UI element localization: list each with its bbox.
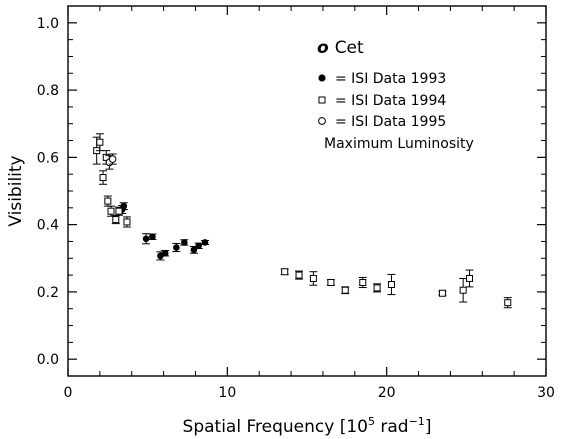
data-point-open-square [107,207,115,215]
data-point-open-square [373,284,381,292]
legend-marker-open-square [318,96,326,104]
series-2 [105,153,117,170]
x-axis-title: Spatial Frequency [105 rad−1] [183,415,432,437]
data-point-open-square [104,197,112,205]
y-tick-label: 0.6 [37,150,59,166]
x-axis-title-sup2: −1 [409,415,425,428]
legend-title-name: Cet [335,38,364,58]
x-tick-label: 30 [537,385,555,401]
y-tick-label: 0.2 [37,285,59,301]
data-point-open-square [295,271,303,279]
data-point-open-square [123,218,131,226]
data-point-open-square [309,274,317,282]
legend-entry-1994: = ISI Data 1994 [318,93,446,109]
data-point-open-square [387,281,395,289]
data-point-open-square [459,286,467,294]
data-point-filled-circle [142,235,150,243]
legend-marker-open-circle [318,117,326,125]
data-point-open-square [115,207,123,215]
legend-note: Maximum Luminosity [324,136,474,152]
data-point-open-square [438,289,446,297]
x-axis-title-sup1: 5 [368,415,375,428]
legend-label-1995: = ISI Data 1995 [335,114,446,130]
data-points [92,133,512,309]
data-point-open-square [359,278,367,286]
series-1 [92,133,512,309]
x-tick-label: 10 [218,385,236,401]
data-point-filled-circle [195,242,202,250]
legend-label-1993: = ISI Data 1993 [335,71,446,87]
x-axis-title-main: Spatial Frequency [10 [183,417,368,437]
data-point-filled-circle [201,239,209,246]
x-tick-label: 20 [378,385,396,401]
legend: o Cet = ISI Data 1993 = ISI Data 1994 = I… [317,38,474,152]
legend-entry-1995: = ISI Data 1995 [318,114,446,130]
axis-tick-labels: 0 10 20 30 0.0 0.2 0.4 0.6 0.8 1.0 [37,16,555,401]
data-point-filled-circle [181,239,188,246]
x-tick-label: 0 [64,385,73,401]
data-point-filled-circle [161,249,169,257]
y-tick-label: 1.0 [37,16,59,32]
x-axis-title-mid: rad [375,417,409,437]
axis-ticks [67,5,547,377]
data-point-open-square [112,216,120,224]
legend-title-symbol: o [317,38,329,58]
y-tick-label: 0.8 [37,83,59,99]
legend-entry-1993: = ISI Data 1993 [318,71,446,87]
y-tick-label: 0.4 [37,218,59,234]
data-point-open-square [504,299,512,307]
series-0 [118,202,210,261]
data-point-open-square [327,278,335,286]
data-point-open-square [96,138,104,146]
data-point-open-square [99,174,107,182]
data-point-open-circle [108,155,117,163]
y-tick-label: 0.0 [37,352,59,368]
y-axis-title: Visibility [6,155,26,226]
legend-marker-filled-circle [318,74,326,82]
x-axis-title-end: ] [425,417,432,437]
data-point-open-square [466,274,474,282]
legend-label-1994: = ISI Data 1994 [335,93,446,109]
data-point-open-square [281,268,289,276]
plot-frame [67,5,547,377]
data-point-open-square [341,286,349,294]
data-point-filled-circle [173,244,180,251]
data-point-filled-circle [149,233,156,241]
legend-title: o Cet [317,38,364,58]
